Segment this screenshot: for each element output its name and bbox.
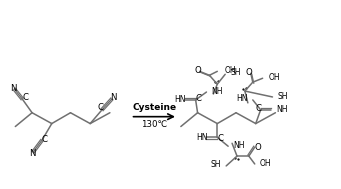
Text: C: C <box>196 94 202 103</box>
Text: NH: NH <box>233 141 244 150</box>
Text: SH: SH <box>211 160 221 170</box>
Text: OH: OH <box>269 73 280 82</box>
Text: NH: NH <box>211 87 223 96</box>
Text: HN: HN <box>174 95 186 104</box>
Text: N: N <box>110 93 117 102</box>
Text: SH: SH <box>230 68 241 77</box>
Text: O: O <box>194 66 201 75</box>
Text: Cysteine: Cysteine <box>132 103 176 112</box>
Text: NH: NH <box>277 105 288 114</box>
Text: O: O <box>254 143 261 152</box>
Text: SH: SH <box>278 92 288 101</box>
Text: C: C <box>256 104 262 113</box>
Text: OH: OH <box>260 160 271 168</box>
Text: C: C <box>42 135 48 144</box>
Text: O: O <box>246 68 252 77</box>
Text: N: N <box>29 149 35 158</box>
Text: HN: HN <box>236 94 248 103</box>
Text: HN: HN <box>196 133 207 142</box>
Text: OH: OH <box>224 66 236 75</box>
Text: C: C <box>97 103 103 112</box>
Text: C: C <box>217 134 223 143</box>
Text: N: N <box>10 84 17 93</box>
Text: C: C <box>22 93 28 102</box>
Text: 130℃: 130℃ <box>141 120 167 129</box>
